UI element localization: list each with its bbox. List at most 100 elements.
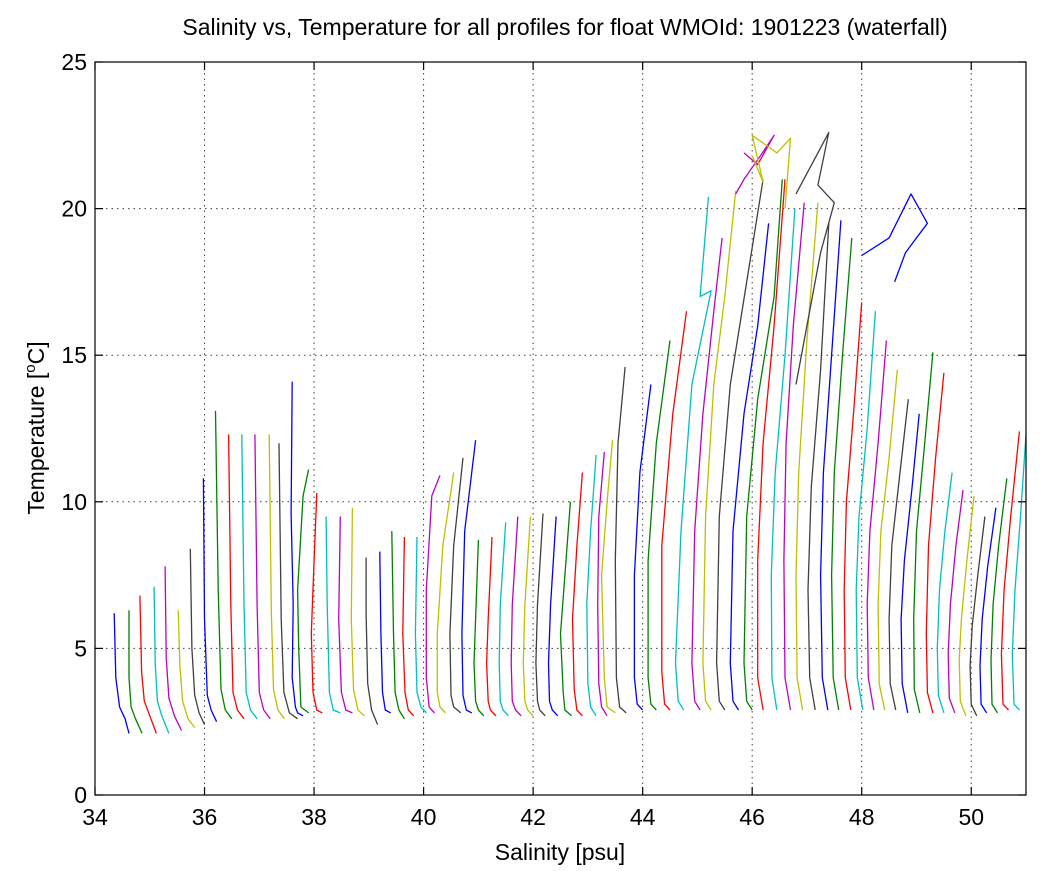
profile-line-42: [633, 384, 652, 711]
profile-line-67: [947, 490, 964, 714]
profile-line-19: [350, 507, 365, 717]
profile-line-59: [855, 311, 877, 711]
profile-line-24: [414, 536, 427, 714]
profile-line-3: [153, 586, 170, 734]
profile-line-38: [586, 454, 597, 717]
profile-line-53: [783, 202, 805, 711]
profile-line-31: [498, 522, 509, 717]
profile-line-66: [936, 472, 953, 714]
y-tick-label-4: 20: [61, 196, 87, 222]
profile-line-28: [461, 440, 477, 714]
y-axis-ticks: 0 5 10 15 20 25: [61, 49, 1026, 808]
profile-line-32: [510, 516, 522, 717]
profile-line-48: [715, 179, 764, 711]
profile-line-0: [113, 613, 130, 734]
y-tick-label-0: 0: [74, 782, 87, 808]
profile-line-40: [600, 440, 616, 714]
profile-line-17: [325, 516, 341, 714]
profile-lines: [113, 131, 1027, 734]
profile-line-68: [958, 495, 975, 717]
profile-line-60: [866, 340, 888, 711]
profile-line-30: [485, 536, 497, 717]
profile-line-37: [571, 472, 584, 717]
profile-line-52: [770, 208, 796, 711]
profile-line-6: [189, 548, 206, 725]
x-axis-ticks: 34 36 38 40 42 44 46 48 50: [82, 62, 984, 830]
profile-line-44: [661, 311, 688, 711]
profile-line-34: [535, 513, 546, 717]
y-tick-label-5: 25: [61, 49, 87, 75]
grid-lines: [95, 62, 1026, 795]
profile-line-39: [597, 451, 608, 717]
profile-line-10: [241, 434, 258, 720]
profile-line-29: [473, 539, 485, 717]
profile-line-47: [702, 190, 737, 711]
profile-line-49: [729, 223, 770, 711]
profile-line-50: [743, 179, 783, 711]
profile-line-57: [830, 237, 853, 711]
profile-line-56: [819, 220, 842, 711]
profile-line-22: [391, 531, 405, 720]
x-axis-label: Salinity [psu]: [495, 839, 625, 865]
profile-line-2: [139, 595, 157, 734]
profile-line-70: [979, 507, 997, 714]
y-axis-label-unit: C]: [23, 341, 49, 364]
profile-line-21: [379, 551, 392, 714]
x-tick-label-5: 44: [630, 804, 656, 830]
x-tick-label-4: 42: [520, 804, 546, 830]
profile-line-62: [888, 399, 909, 711]
profile-line-12: [268, 434, 286, 720]
x-tick-label-6: 46: [739, 804, 765, 830]
profile-line-20: [365, 557, 379, 725]
profile-line-8: [214, 410, 233, 720]
y-axis-label-main: Temperature [: [23, 372, 49, 515]
profile-line-7: [202, 478, 218, 722]
plot-frame: [94, 61, 1027, 796]
x-tick-label-8: 50: [958, 804, 984, 830]
profile-line-1: [128, 610, 143, 734]
profile-line-51: [757, 179, 786, 711]
profile-line-58: [843, 302, 863, 711]
profile-line-71: [990, 478, 1008, 714]
y-tick-label-3: 15: [61, 342, 87, 368]
profile-line-72: [1000, 431, 1021, 711]
profile-line-75: [751, 134, 792, 209]
y-tick-label-2: 10: [61, 489, 87, 515]
profile-line-35: [547, 516, 559, 717]
profile-line-65: [925, 372, 945, 714]
x-tick-label-2: 38: [301, 804, 327, 830]
x-tick-label-7: 48: [849, 804, 875, 830]
profile-line-13: [278, 443, 298, 720]
profile-line-18: [338, 516, 353, 714]
profile-line-27: [449, 457, 464, 714]
profile-line-26: [436, 472, 455, 714]
profile-line-76: [795, 131, 835, 385]
profile-line-73: [1011, 434, 1027, 711]
profile-line-9: [227, 434, 245, 720]
profile-line-15: [296, 469, 310, 714]
profile-line-5: [177, 610, 196, 728]
profile-line-64: [913, 352, 934, 714]
profile-line-41: [614, 366, 627, 714]
profile-line-23: [402, 536, 415, 717]
y-tick-label-1: 5: [74, 635, 87, 661]
x-tick-label-3: 40: [411, 804, 437, 830]
profile-line-69: [969, 516, 986, 717]
profile-line-11: [254, 434, 271, 720]
profile-line-54: [795, 202, 819, 711]
profile-line-46: [691, 237, 723, 711]
profile-line-61: [877, 369, 898, 711]
y-axis-label-superscript: o: [22, 364, 39, 372]
y-axis-label: Temperature [oC]: [22, 341, 49, 514]
profile-line-63: [900, 413, 920, 714]
profile-line-55: [807, 223, 830, 711]
x-tick-label-0: 34: [82, 804, 108, 830]
profile-line-33: [522, 516, 534, 717]
profile-line-45: [674, 196, 712, 711]
profile-line-25: [425, 475, 441, 714]
profile-line-16: [310, 492, 323, 714]
profile-line-4: [164, 566, 183, 731]
profile-line-14: [290, 381, 304, 717]
profile-line-43: [647, 340, 671, 711]
